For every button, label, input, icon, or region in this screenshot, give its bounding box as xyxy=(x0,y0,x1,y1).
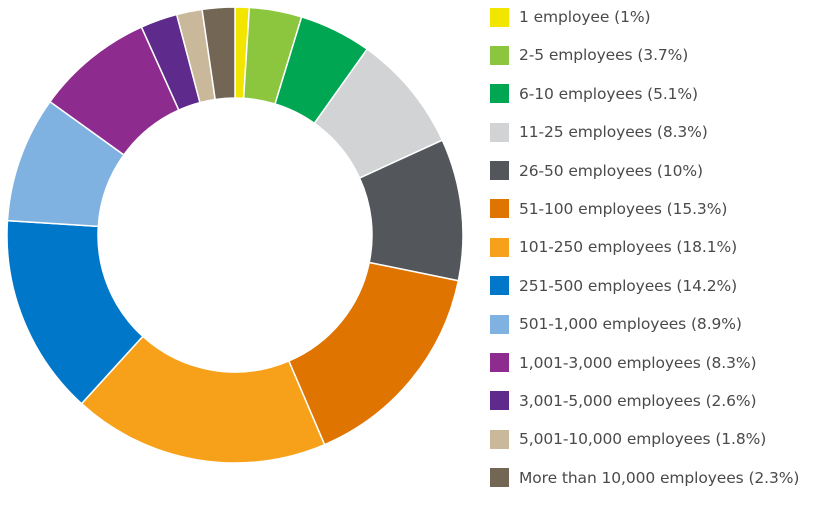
legend-item: 51-100 employees (15.3%) xyxy=(490,198,799,220)
legend-label: 251-500 employees (14.2%) xyxy=(519,276,738,295)
legend-swatch xyxy=(490,237,509,257)
legend-label: 6-10 employees (5.1%) xyxy=(519,84,698,103)
legend-swatch xyxy=(490,45,509,65)
legend-label: 26-50 employees (10%) xyxy=(519,161,703,180)
legend-swatch xyxy=(490,314,509,334)
legend-swatch xyxy=(490,122,509,142)
legend-item: 1,001-3,000 employees (8.3%) xyxy=(490,352,799,374)
legend-label: 11-25 employees (8.3%) xyxy=(519,123,708,142)
legend-item: 2-5 employees (3.7%) xyxy=(490,44,799,66)
legend-swatch xyxy=(490,7,509,27)
legend-label: 2-5 employees (3.7%) xyxy=(519,46,689,65)
donut-slice xyxy=(287,261,460,446)
legend-swatch xyxy=(490,468,509,488)
legend-item: 501-1,000 employees (8.9%) xyxy=(490,313,799,335)
donut-chart xyxy=(6,6,464,464)
legend-item: 6-10 employees (5.1%) xyxy=(490,83,799,105)
legend-swatch xyxy=(490,84,509,104)
chart-legend: 1 employee (1%) 2-5 employees (3.7%) 6-10 … xyxy=(490,6,799,505)
legend-swatch xyxy=(490,161,509,181)
legend-label: 3,001-5,000 employees (2.6%) xyxy=(519,391,757,410)
legend-swatch xyxy=(490,391,509,411)
legend-swatch xyxy=(490,353,509,373)
legend-item: 11-25 employees (8.3%) xyxy=(490,121,799,143)
legend-item: 5,001-10,000 employees (1.8%) xyxy=(490,428,799,450)
legend-label: 51-100 employees (15.3%) xyxy=(519,199,728,218)
legend-label: 5,001-10,000 employees (1.8%) xyxy=(519,430,767,449)
legend-label: 1,001-3,000 employees (8.3%) xyxy=(519,353,757,372)
legend-label: More than 10,000 employees (2.3%) xyxy=(519,468,800,487)
legend-item: 101-250 employees (18.1%) xyxy=(490,236,799,258)
legend-item: 3,001-5,000 employees (2.6%) xyxy=(490,390,799,412)
legend-item: More than 10,000 employees (2.3%) xyxy=(490,467,799,489)
legend-label: 1 employee (1%) xyxy=(519,8,651,26)
legend-item: 26-50 employees (10%) xyxy=(490,160,799,182)
donut-slice xyxy=(201,6,236,101)
legend-swatch xyxy=(490,199,509,219)
legend-swatch xyxy=(490,429,509,449)
legend-item: 251-500 employees (14.2%) xyxy=(490,275,799,297)
legend-label: 101-250 employees (18.1%) xyxy=(519,238,738,257)
legend-swatch xyxy=(490,276,509,296)
legend-item: 1 employee (1%) xyxy=(490,6,799,28)
legend-label: 501-1,000 employees (8.9%) xyxy=(519,315,742,334)
